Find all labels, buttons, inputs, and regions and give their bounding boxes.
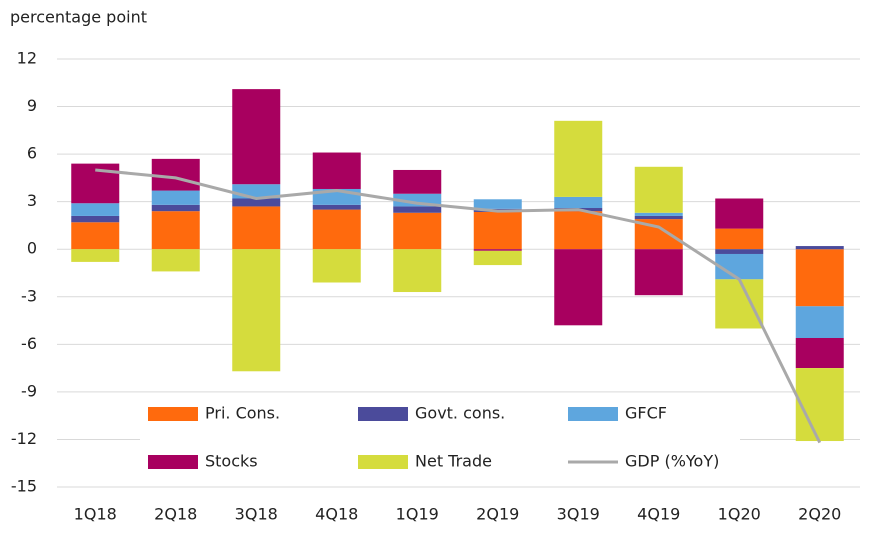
bar-segment: [393, 212, 442, 250]
y-tick-label: -15: [11, 477, 37, 496]
legend-swatch: [148, 407, 198, 421]
y-tick-label: 3: [27, 191, 37, 210]
bar-segment: [393, 206, 442, 213]
legend-background: [140, 396, 740, 480]
x-tick-label: 4Q18: [315, 505, 358, 524]
y-tick-label: -9: [21, 381, 37, 400]
legend-label: Stocks: [205, 452, 258, 471]
legend-swatch: [358, 407, 408, 421]
gdp-line: [95, 168, 822, 444]
bar-segment: [151, 158, 200, 191]
bar-segment: [312, 204, 361, 210]
x-tick-label: 2Q18: [154, 505, 197, 524]
bar-segment: [554, 211, 603, 250]
legend-swatch: [568, 407, 618, 421]
x-tick-label: 1Q18: [74, 505, 117, 524]
legend-swatch: [148, 455, 198, 469]
legend-label: Govt. cons.: [415, 404, 505, 423]
bar-segment: [795, 249, 844, 307]
x-tick-label: 3Q19: [557, 505, 600, 524]
bar-segment: [554, 120, 603, 197]
bar-segment: [473, 199, 522, 209]
bar-segment: [473, 211, 522, 250]
bar-segment: [71, 215, 120, 223]
bar-segment: [71, 222, 120, 250]
bar-segment: [795, 337, 844, 369]
bar-segment: [312, 152, 361, 189]
bar-segment: [715, 253, 764, 280]
bar-segment: [393, 169, 442, 194]
bar-segment: [473, 249, 522, 251]
bar-segment: [634, 166, 683, 213]
bar-segment: [151, 204, 200, 212]
x-tick-label: 2Q20: [798, 505, 841, 524]
bar-segment: [473, 250, 522, 266]
legend-swatch: [358, 455, 408, 469]
bar-segment: [715, 228, 764, 250]
y-tick-label: 9: [27, 96, 37, 115]
y-tick-label: -3: [21, 286, 37, 305]
bar-segment: [151, 211, 200, 250]
bar-segment: [312, 209, 361, 250]
bar-segment: [554, 196, 603, 209]
x-tick-label: 1Q19: [396, 505, 439, 524]
y-tick-label: 12: [17, 49, 37, 68]
legend-label: GDP (%YoY): [625, 452, 719, 471]
bar-segment: [634, 249, 683, 296]
bar-segment: [795, 368, 844, 442]
y-tick-label: 6: [27, 144, 37, 163]
bar-segment: [393, 249, 442, 293]
bar-segment: [71, 203, 120, 216]
y-tick-label: -12: [11, 429, 37, 448]
bar-segment: [634, 215, 683, 220]
bar-segment: [232, 198, 281, 207]
bar-segment: [715, 279, 764, 329]
legend-label: Pri. Cons.: [205, 404, 280, 423]
x-tick-label: 3Q18: [235, 505, 278, 524]
bar-segment: [312, 249, 361, 283]
bar-segment: [151, 190, 200, 205]
bar-segment: [151, 249, 200, 272]
bar-segment: [715, 249, 764, 254]
y-tick-label: 0: [27, 239, 37, 258]
bar-segment: [232, 89, 281, 185]
bar-segment: [232, 249, 281, 372]
y-tick-label: -6: [21, 334, 37, 353]
y-axis-title: percentage point: [10, 8, 147, 27]
bar-segment: [71, 163, 120, 204]
x-tick-label: 2Q19: [476, 505, 519, 524]
bar-segment: [554, 249, 603, 326]
bar-segment: [795, 246, 844, 250]
x-tick-label: 1Q20: [718, 505, 761, 524]
legend-label: GFCF: [625, 404, 667, 423]
bar-segment: [634, 212, 683, 216]
bar-segment: [795, 306, 844, 338]
legend-label: Net Trade: [415, 452, 492, 471]
x-tick-label: 4Q19: [637, 505, 680, 524]
bar-segment: [71, 249, 120, 262]
bar-segment: [715, 198, 764, 229]
bar-segment: [232, 206, 281, 250]
